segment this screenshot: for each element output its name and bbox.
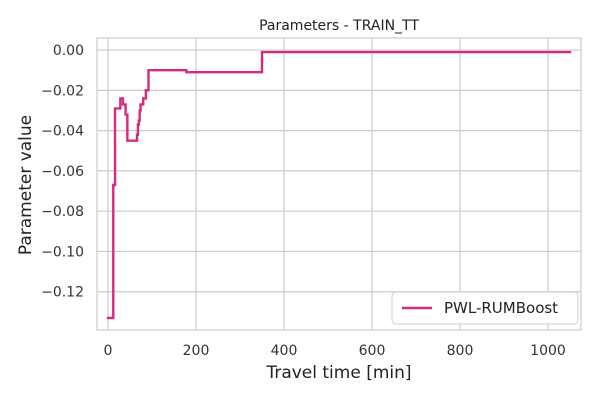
x-axis-label: Travel time [min]	[265, 363, 411, 383]
legend-box	[391, 291, 579, 325]
plot-area	[96, 37, 582, 331]
x-tick-label: 1000	[530, 343, 566, 359]
y-tick-label: −0.02	[41, 83, 84, 99]
y-tick-label: −0.06	[41, 164, 84, 180]
x-axis: 0 200 400 600 800 1000	[104, 343, 566, 359]
x-tick-label: 0	[104, 343, 113, 359]
legend-label: PWL-RUMBoost	[444, 299, 558, 317]
x-tick-label: 800	[447, 343, 474, 359]
y-tick-label: −0.10	[41, 244, 84, 260]
series-layer	[106, 50, 572, 320]
x-tick-label: 400	[271, 343, 298, 359]
y-axis: 0.00 −0.02 −0.04 −0.06 −0.08 −0.10 −0.12	[41, 43, 84, 301]
legend: PWL-RUMBoost	[391, 291, 579, 325]
series-line	[106, 50, 572, 320]
y-tick-label: 0.00	[53, 43, 84, 59]
y-tick-label: −0.12	[41, 285, 84, 301]
chart-title: Parameters - TRAIN_TT	[259, 18, 419, 34]
x-tick-label: 200	[183, 343, 210, 359]
y-tick-label: −0.08	[41, 204, 84, 220]
y-axis-label: Parameter value	[16, 115, 36, 255]
x-tick-label: 600	[359, 343, 386, 359]
y-tick-label: −0.04	[41, 124, 84, 140]
